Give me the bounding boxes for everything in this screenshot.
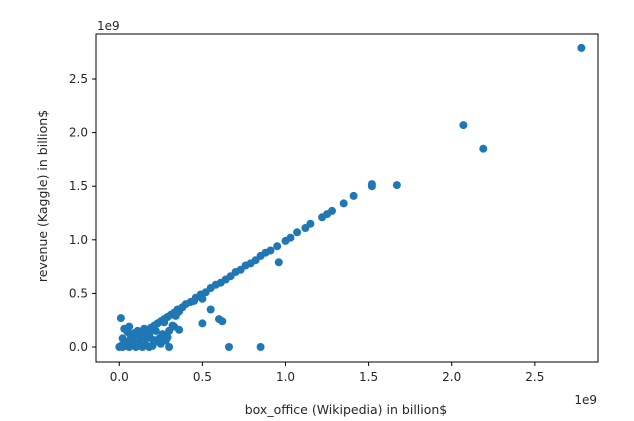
data-point: [256, 343, 265, 351]
data-point: [125, 322, 134, 331]
y-tick-label: 0.0: [69, 340, 88, 354]
data-point: [349, 191, 358, 200]
data-point: [138, 332, 147, 341]
x-tick-label: 0.5: [193, 370, 212, 384]
data-point: [156, 339, 165, 348]
plot-area: 0.0 0.5 1.0 1.5 2.0 2.5 0.0 0.5 1.0 1.5 2.0 2.5: [69, 33, 599, 384]
data-points: [115, 43, 586, 351]
data-point: [126, 332, 135, 341]
data-point: [479, 144, 488, 153]
data-point: [281, 236, 290, 245]
x-tick-label: 1.0: [276, 370, 295, 384]
data-point: [121, 337, 130, 346]
data-point: [160, 318, 169, 327]
data-point: [206, 305, 215, 314]
data-point: [145, 330, 154, 339]
x-axis-multiplier: 1e9: [574, 393, 597, 407]
data-point: [339, 199, 348, 208]
data-point: [218, 317, 227, 326]
y-axis-label: revenue (Kaggle) in billion$: [35, 110, 50, 282]
y-tick-label: 1.5: [69, 179, 88, 193]
data-point: [190, 296, 199, 305]
data-point: [577, 43, 586, 52]
data-point: [198, 294, 207, 303]
data-point: [163, 333, 172, 342]
y-axis-ticks: 0.0 0.5 1.0 1.5 2.0 2.5: [69, 72, 96, 354]
data-point: [140, 324, 149, 333]
data-point: [175, 325, 184, 334]
data-point: [165, 343, 174, 351]
data-point: [293, 228, 302, 237]
data-point: [151, 326, 160, 335]
x-tick-label: 2.0: [442, 370, 461, 384]
y-axis-multiplier: 1e9: [97, 19, 120, 33]
data-point: [318, 213, 327, 222]
data-point: [459, 121, 468, 130]
x-axis-label: box_office (Wikipedia) in billion$: [245, 402, 448, 417]
data-point: [367, 182, 376, 191]
data-point: [198, 319, 207, 328]
x-axis-ticks: 0.0 0.5 1.0 1.5 2.0 2.5: [110, 362, 544, 384]
data-point: [392, 181, 401, 190]
y-tick-label: 0.5: [69, 286, 88, 300]
data-point: [171, 311, 180, 320]
data-point: [273, 242, 282, 251]
data-point: [274, 258, 283, 267]
data-point: [116, 314, 125, 323]
data-point: [225, 343, 233, 351]
x-tick-label: 2.5: [525, 370, 544, 384]
x-tick-label: 1.5: [359, 370, 378, 384]
y-tick-label: 2.5: [69, 72, 88, 86]
y-tick-label: 2.0: [69, 126, 88, 140]
axes-frame: [95, 33, 599, 363]
x-tick-label: 0.0: [110, 370, 129, 384]
data-point: [301, 224, 310, 232]
y-tick-label: 1.0: [69, 233, 88, 247]
